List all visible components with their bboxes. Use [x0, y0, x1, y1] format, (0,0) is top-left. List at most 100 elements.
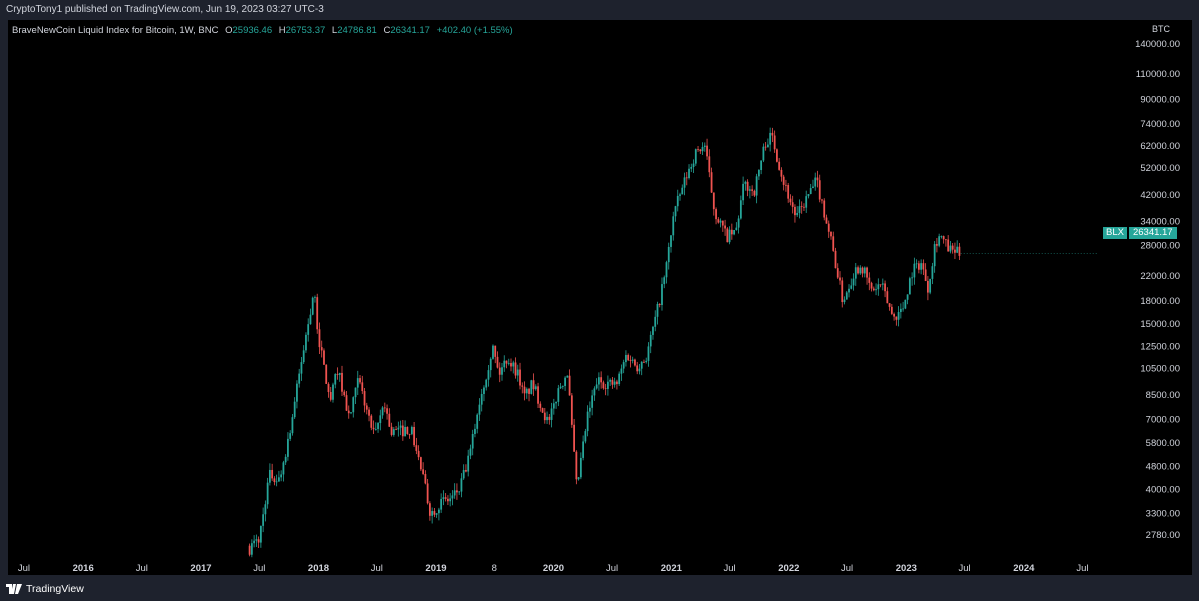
candle — [703, 142, 706, 152]
candle — [726, 227, 729, 243]
candle — [561, 385, 564, 390]
candle-body — [911, 277, 914, 279]
y-tick-label: 8500.00 — [1146, 390, 1180, 401]
candle-body — [629, 360, 632, 361]
candle — [426, 478, 429, 505]
candle — [480, 388, 483, 412]
candle-body — [390, 426, 393, 435]
candle — [289, 430, 292, 442]
candle — [537, 382, 539, 408]
candle-body — [706, 145, 708, 157]
candle — [275, 474, 278, 487]
candle — [719, 218, 722, 228]
candlestick-chart: 140000.00 110000.00 90000.00 74000.00 62000.… — [18, 39, 1180, 574]
candle — [832, 231, 835, 252]
candle-body — [692, 163, 695, 167]
candle — [618, 371, 621, 386]
candle-body — [510, 363, 512, 367]
candle-body — [584, 431, 587, 442]
candle — [762, 143, 765, 163]
candle-body — [368, 409, 370, 416]
candle-body — [588, 407, 591, 412]
candle — [327, 382, 330, 398]
candle-body — [483, 387, 485, 394]
candle — [597, 372, 600, 391]
candle — [593, 386, 596, 401]
y-tick-label: 10500.00 — [1140, 364, 1180, 375]
candle-body — [309, 314, 312, 325]
candle — [771, 127, 774, 142]
candle — [399, 420, 402, 436]
candle-body — [449, 498, 452, 502]
candle-body — [879, 284, 882, 286]
candle — [776, 148, 778, 163]
x-tick-label: 8 — [492, 563, 497, 574]
candle — [670, 235, 672, 253]
candle-body — [523, 386, 526, 394]
candle — [447, 495, 449, 506]
candle — [586, 405, 589, 437]
candle — [859, 265, 862, 275]
y-tick-label: 42000.00 — [1140, 190, 1180, 201]
candle-body — [809, 188, 812, 195]
candle — [248, 543, 251, 557]
candle — [785, 179, 787, 192]
candle-body — [566, 375, 569, 378]
candle — [661, 277, 663, 311]
candle — [514, 357, 517, 379]
candle-body — [417, 450, 420, 458]
candle — [672, 211, 675, 241]
candle-body — [832, 236, 835, 251]
candle-body — [884, 283, 886, 292]
candle-body — [908, 278, 911, 295]
y-tick-label: 4000.00 — [1146, 484, 1180, 495]
candle-body — [406, 426, 409, 434]
candle — [688, 164, 690, 180]
candle-body — [893, 313, 895, 317]
candle — [730, 223, 733, 240]
candle-body — [895, 316, 898, 320]
candle — [262, 507, 265, 533]
candle — [268, 463, 271, 486]
candle — [305, 332, 307, 353]
candle — [287, 432, 289, 461]
candle-body — [593, 388, 596, 396]
candle-body — [334, 374, 337, 385]
candle — [715, 207, 717, 225]
candle-body — [579, 457, 582, 478]
candle — [570, 393, 573, 428]
candle — [931, 262, 934, 285]
candle-body — [947, 239, 950, 252]
y-tick-label: 22000.00 — [1140, 271, 1180, 282]
candle — [692, 159, 695, 173]
candle — [498, 362, 501, 383]
candle-body — [661, 284, 663, 306]
candle-body — [539, 403, 542, 409]
candle — [938, 233, 941, 248]
candle — [886, 287, 889, 304]
chart-area[interactable]: 140000.00 110000.00 90000.00 74000.00 62000.… — [8, 20, 1192, 575]
candle — [638, 363, 641, 375]
candle — [922, 259, 925, 276]
candle — [591, 389, 594, 416]
candle-body — [929, 278, 932, 293]
footer-brand[interactable]: TradingView — [26, 583, 84, 595]
candle — [320, 340, 323, 358]
candle — [884, 280, 886, 298]
candle-body — [753, 190, 756, 196]
candle — [654, 310, 657, 332]
candle — [424, 470, 427, 485]
candle-body — [546, 416, 548, 421]
candle — [773, 130, 776, 153]
candle — [523, 381, 526, 401]
candle — [428, 501, 431, 521]
candle-body — [512, 362, 515, 367]
candle — [548, 414, 551, 425]
candle-body — [386, 408, 388, 414]
candle — [854, 263, 857, 286]
candle-body — [922, 263, 925, 270]
candle — [825, 214, 828, 224]
y-tick-label: 2780.00 — [1146, 530, 1180, 541]
candle — [474, 423, 476, 438]
candle — [273, 476, 276, 486]
